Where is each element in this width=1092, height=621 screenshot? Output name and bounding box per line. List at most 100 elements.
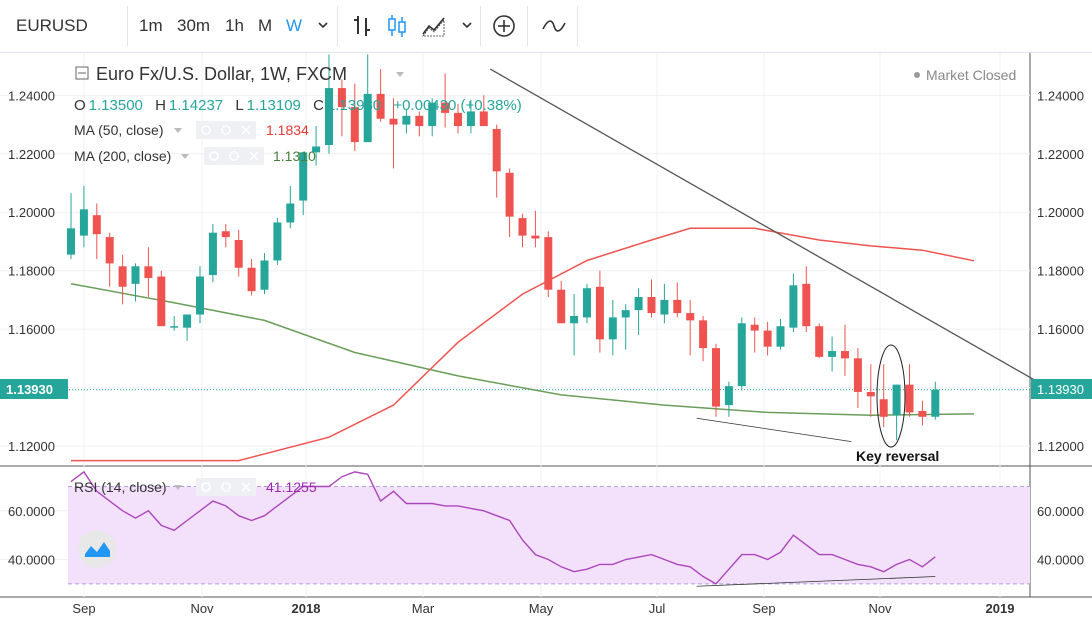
ma50-value: 1.1834: [266, 122, 309, 138]
time-tick-label: May: [529, 601, 554, 616]
price-tick-label-right: 1.16000: [1037, 322, 1084, 337]
price-support-line: [696, 417, 852, 443]
candle-body: [544, 237, 553, 290]
candle-body: [402, 115, 411, 125]
drawings[interactable]: [489, 68, 1052, 443]
candle-body: [608, 317, 617, 340]
candlestick-series: [67, 54, 940, 441]
candle-body: [737, 323, 746, 387]
price-tick-label-right: 1.22000: [1037, 147, 1084, 162]
chart-area[interactable]: 1.24000 1.24000 1.22000 1.22000 1.20000 1.200…: [0, 53, 1092, 621]
interval-week-button[interactable]: W: [286, 16, 303, 35]
ma50-line: [71, 227, 975, 462]
candle-body: [221, 231, 230, 238]
rsi-controls[interactable]: [196, 478, 256, 496]
price-tick-label-left: 1.22000: [8, 147, 55, 162]
gear-icon[interactable]: [221, 482, 231, 492]
candle-body: [583, 288, 591, 318]
chevron-down-icon[interactable]: [174, 128, 182, 133]
candle-body: [892, 384, 901, 416]
chevron-down-icon[interactable]: [396, 72, 404, 77]
add-indicator-icon[interactable]: [491, 0, 517, 52]
top-toolbar: EURUSD 1m 30m 1h M W: [0, 0, 1092, 53]
high-label: H: [155, 97, 166, 114]
key-reversal-ellipse[interactable]: [876, 344, 906, 448]
candle-body: [879, 399, 888, 417]
close-icon[interactable]: [249, 151, 259, 161]
rsi-value: 41.1255: [266, 479, 317, 495]
candle-body: [389, 118, 398, 125]
eye-icon[interactable]: [201, 125, 211, 135]
tradingview-logo[interactable]: [78, 530, 116, 568]
candle-body: [918, 410, 927, 417]
time-tick-label: 2018: [292, 601, 321, 616]
change-value: +0.00430 (+0.38%): [393, 97, 521, 114]
key-reversal-label: Key reversal: [856, 448, 939, 464]
last-price-tag: [1031, 379, 1092, 399]
price-tick-label-left: 1.16000: [8, 322, 55, 337]
area-chart-icon[interactable]: [420, 0, 448, 52]
interval-1m-button[interactable]: 1m: [139, 16, 163, 35]
interval-month-button[interactable]: M: [258, 16, 273, 35]
candles-icon[interactable]: [385, 0, 409, 52]
time-tick-label: 2019: [986, 601, 1015, 616]
eye-icon[interactable]: [209, 151, 219, 161]
rsi-tick-label-right: 40.0000: [1037, 552, 1084, 567]
candle-body: [337, 88, 346, 108]
ohlc-row: O 1.13500 H 1.14237 L 1.13109 C 1.13930 +0.0…: [74, 97, 522, 114]
candle-body: [144, 266, 153, 278]
interval-1h-button[interactable]: 1h: [225, 16, 244, 35]
rsi-tick-label-left: 40.0000: [8, 552, 55, 567]
candle-body: [312, 146, 321, 153]
left-price-label: 1.13930: [6, 382, 53, 397]
close-icon[interactable]: [241, 482, 251, 492]
time-tick-label: Sep: [752, 601, 775, 616]
status-dot-icon: [914, 72, 920, 78]
time-tick-label: Mar: [412, 601, 435, 616]
close-icon[interactable]: [241, 125, 251, 135]
gear-icon[interactable]: [229, 151, 239, 161]
eye-icon[interactable]: [201, 482, 211, 492]
candle-body: [350, 107, 359, 143]
candle-body: [428, 102, 437, 127]
bar-chart-icon[interactable]: [350, 0, 374, 52]
candle-body: [363, 93, 372, 143]
candle-body: [763, 330, 772, 347]
price-tick-label-right: 1.12000: [1037, 439, 1084, 454]
candle-body: [157, 276, 166, 327]
time-tick-label: Nov: [868, 601, 892, 616]
interval-30m-button[interactable]: 30m: [177, 16, 211, 35]
chevron-down-icon[interactable]: [181, 154, 189, 159]
toolbar-separator: [480, 6, 481, 46]
left-price-tag: [0, 379, 68, 399]
candle-body: [634, 296, 643, 311]
symbol-search-button[interactable]: EURUSD: [16, 16, 88, 35]
open-value: 1.13500: [89, 97, 143, 114]
candle-body: [647, 296, 656, 314]
chevron-down-icon[interactable]: [459, 0, 475, 52]
candle-body: [183, 314, 192, 328]
candle-body: [286, 203, 295, 223]
candle-body: [686, 313, 695, 321]
ma50-controls[interactable]: [196, 121, 256, 139]
price-tick-label-left: 1.12000: [8, 439, 55, 454]
legend: Euro Fx/U.S. Dollar, 1W, FXCM Market Clo…: [74, 64, 1016, 496]
candle-body: [595, 286, 604, 340]
gear-icon[interactable]: [221, 125, 231, 135]
ma200-controls[interactable]: [204, 147, 264, 165]
candle-body: [170, 326, 179, 328]
rsi-line: [70, 470, 936, 585]
logo-cloud-icon: [85, 542, 110, 557]
last-price-label: 1.13930: [1037, 382, 1084, 397]
chevron-down-icon[interactable]: [174, 485, 182, 490]
candle-body: [441, 102, 450, 113]
chevron-down-icon[interactable]: [315, 0, 331, 52]
compare-icon[interactable]: [540, 0, 568, 52]
candle-body: [131, 266, 140, 284]
open-label: O: [74, 97, 86, 114]
low-value: 1.13109: [247, 97, 301, 114]
low-label: L: [235, 97, 243, 114]
collapse-icon[interactable]: [75, 66, 89, 80]
candle-body: [92, 215, 101, 235]
candle-body: [660, 299, 669, 315]
